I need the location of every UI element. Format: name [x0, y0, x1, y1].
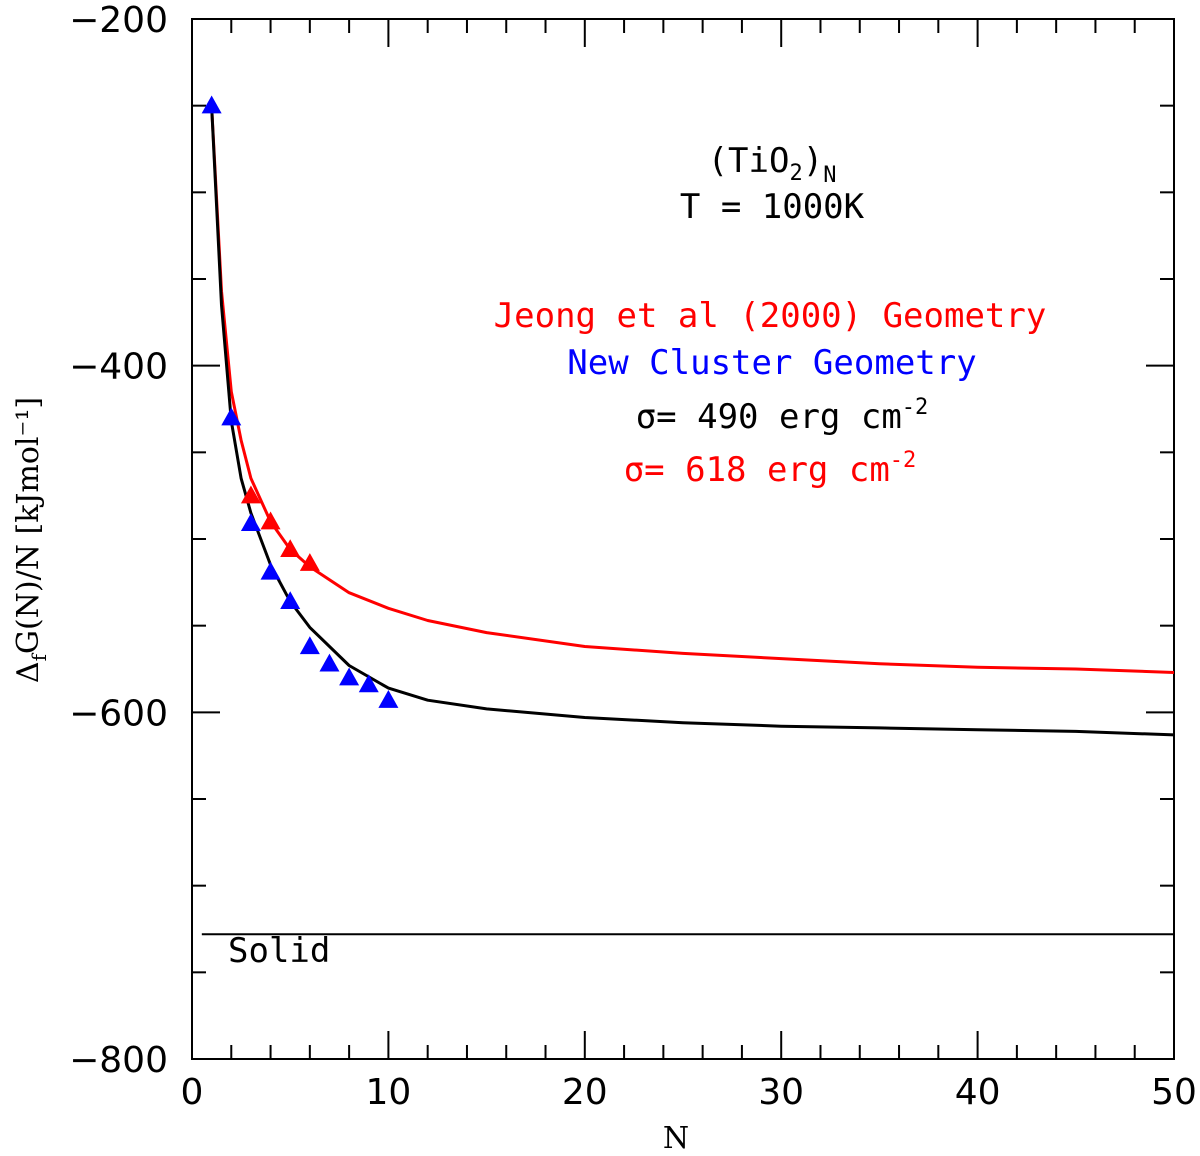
plot-frame	[191, 18, 1175, 1060]
y-axis-title-sub: f	[27, 652, 51, 661]
data-point-marker	[260, 511, 281, 530]
data-point-marker	[240, 485, 261, 504]
x-tick-label: 50	[1151, 1072, 1197, 1113]
y-axis-title-rest: G(N)/N [kJmol⁻¹]	[11, 397, 46, 654]
y-tick-label: −600	[69, 693, 168, 734]
solid-label: Solid	[228, 931, 330, 971]
data-point-marker	[240, 513, 261, 532]
data-point-marker	[378, 690, 399, 708]
fit-curve	[210, 105, 1175, 737]
sigma-black-text: σ= 490 erg cm	[636, 397, 902, 437]
data-point-marker	[201, 95, 222, 114]
x-tick-label: 40	[955, 1072, 1001, 1113]
legend-red-label: Jeong et al (2000) Geometry	[494, 296, 1047, 336]
data-point-marker	[358, 674, 379, 693]
data-point-marker	[280, 591, 301, 610]
x-tick-label: 20	[562, 1072, 608, 1113]
sigma-black-label: σ= 490 erg cm-2	[636, 395, 929, 437]
data-point-marker	[339, 667, 360, 686]
sigma-red-label: σ= 618 erg cm-2	[624, 448, 917, 490]
data-point-marker	[260, 561, 281, 580]
y-tick-labels: −800 −600 −400 −200	[69, 0, 168, 1081]
y-tick-label: −400	[69, 347, 168, 388]
data-point-marker	[319, 653, 340, 672]
tick-marks	[191, 18, 1175, 1060]
temperature-label: T = 1000K	[680, 187, 865, 227]
data-point-marker	[221, 407, 242, 426]
formula-label: (TiO2)N	[708, 141, 837, 188]
x-tick-labels: 0 10 20 30 40 50	[181, 1072, 1197, 1113]
data-point-marker	[299, 553, 320, 571]
y-tick-label: −200	[69, 0, 168, 41]
series-lines	[210, 105, 1175, 737]
series-points	[201, 95, 399, 708]
data-point-marker	[299, 636, 320, 655]
data-point-marker	[280, 539, 301, 558]
y-axis-title: ΔfG(N)/N [kJmol⁻¹]	[11, 397, 51, 683]
x-axis-title: N	[663, 1121, 689, 1156]
y-tick-label: −800	[69, 1040, 168, 1081]
fit-curve	[210, 105, 1175, 674]
sigma-red-exp: -2	[890, 448, 917, 473]
sigma-black-exp: -2	[902, 395, 929, 420]
formula-sub2: 2	[789, 161, 802, 186]
formula-subN: N	[823, 163, 836, 188]
x-tick-label: 30	[758, 1072, 804, 1113]
sigma-red-text: σ= 618 erg cm	[624, 450, 890, 490]
x-tick-label: 0	[181, 1072, 204, 1113]
y-axis-title-delta: Δ	[11, 661, 46, 683]
x-tick-label: 10	[365, 1072, 411, 1113]
formula-close: )	[803, 141, 823, 181]
legend-blue-label: New Cluster Geometry	[567, 343, 976, 383]
formula-main: (TiO	[708, 141, 790, 181]
